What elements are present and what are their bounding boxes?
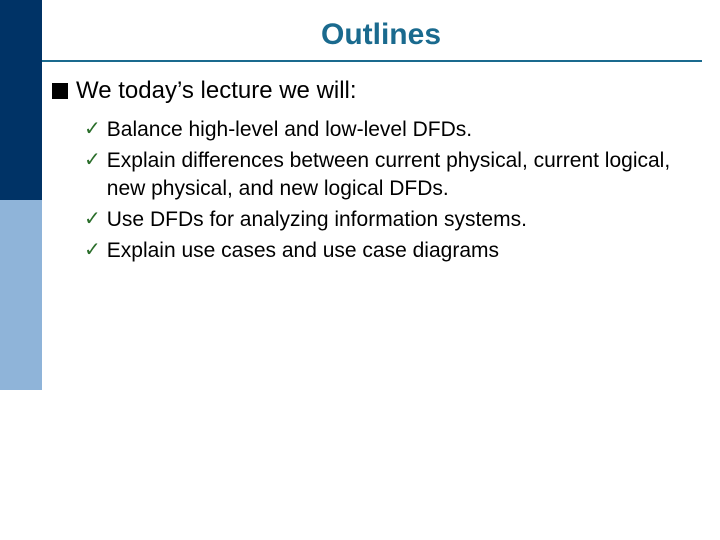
list-item: ✓ Use DFDs for analyzing information sys… (84, 206, 690, 233)
sub-item-text: Explain use cases and use case diagrams (107, 237, 499, 264)
sub-item-text: Explain differences between current phys… (107, 147, 690, 202)
sub-item-text: Use DFDs for analyzing information syste… (107, 206, 527, 233)
list-item: ✓ Explain differences between current ph… (84, 147, 690, 202)
sidebar-block-light (0, 200, 42, 390)
sidebar-block-dark (0, 0, 42, 200)
main-bullet-row: We today’s lecture we will: (42, 76, 720, 106)
check-icon: ✓ (84, 147, 101, 173)
square-bullet-icon (52, 83, 68, 99)
check-icon: ✓ (84, 206, 101, 232)
check-icon: ✓ (84, 116, 101, 142)
list-item: ✓ Explain use cases and use case diagram… (84, 237, 690, 264)
sidebar (0, 0, 42, 540)
sub-bullet-list: ✓ Balance high-level and low-level DFDs.… (42, 116, 720, 264)
sub-item-text: Balance high-level and low-level DFDs. (107, 116, 472, 143)
title-divider (42, 60, 702, 62)
list-item: ✓ Balance high-level and low-level DFDs. (84, 116, 690, 143)
title-container: Outlines (42, 0, 720, 52)
main-bullet-text: We today’s lecture we will: (76, 76, 357, 106)
content-area: Outlines We today’s lecture we will: ✓ B… (42, 0, 720, 268)
slide-title: Outlines (321, 18, 441, 52)
check-icon: ✓ (84, 237, 101, 263)
